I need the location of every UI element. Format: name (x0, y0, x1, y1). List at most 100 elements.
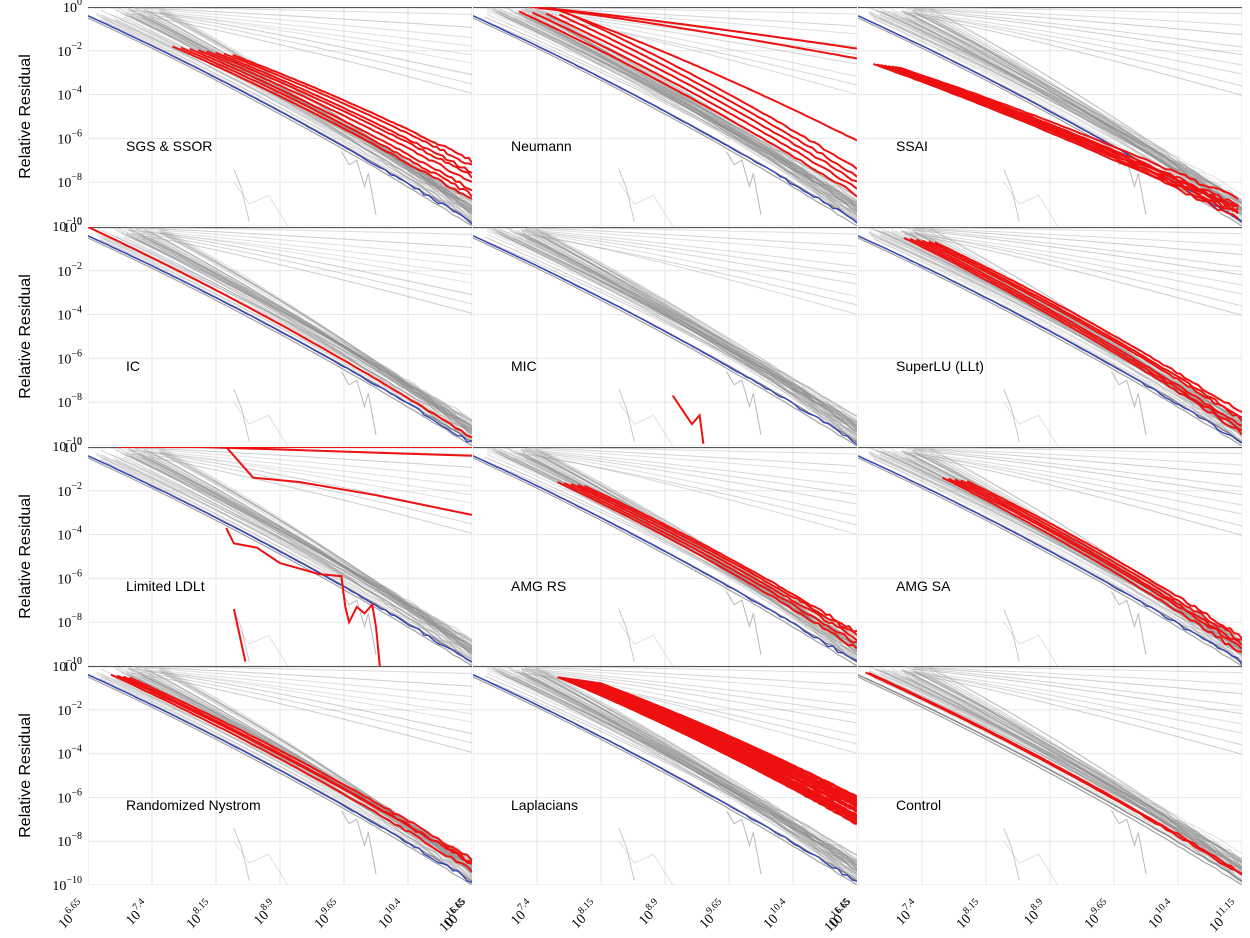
highlight-series (549, 7, 857, 142)
background-series (903, 669, 1242, 869)
background-series (504, 16, 857, 216)
background-series (500, 234, 857, 426)
background-series (911, 9, 1242, 205)
background-series (120, 232, 472, 423)
background-series (541, 15, 857, 223)
background-series (1003, 388, 1020, 442)
highlight-series (557, 676, 857, 825)
background-series (128, 449, 472, 487)
background-series (858, 237, 1242, 446)
background-series (149, 456, 472, 655)
x-tick-label: 109.65 (694, 896, 730, 932)
background-series (1110, 591, 1147, 656)
background-series (928, 669, 1242, 870)
background-series (932, 16, 1242, 210)
background-series (913, 669, 1242, 715)
background-series (104, 18, 472, 207)
background-series (928, 450, 1242, 651)
background-series (913, 9, 1242, 48)
background-series (618, 401, 674, 446)
background-series (540, 15, 857, 212)
background-series (524, 448, 857, 475)
highlight-series (898, 66, 1239, 200)
y-tick-label: 10−2 (57, 261, 82, 280)
reference-series (473, 674, 857, 882)
background-series (871, 454, 1242, 655)
background-series (110, 14, 472, 213)
background-series (510, 238, 857, 441)
background-series (138, 232, 472, 424)
background-series (155, 234, 472, 436)
background-series (522, 13, 857, 216)
background-series (902, 676, 1242, 871)
highlight-series (572, 14, 857, 170)
background-series (901, 668, 1242, 860)
background-series (519, 13, 857, 221)
background-series (130, 235, 472, 440)
y-tick-label: 10−10 (52, 875, 82, 894)
background-series (141, 235, 472, 427)
background-series (868, 10, 1242, 203)
highlight-series (928, 240, 1242, 419)
background-series (504, 675, 857, 875)
background-series (100, 676, 472, 880)
background-series (907, 7, 1242, 210)
panel: Laplacians (473, 666, 857, 885)
highlight-series (232, 608, 247, 662)
background-series (878, 666, 1242, 854)
background-series (158, 449, 472, 650)
x-tick-label: 106.65 (53, 896, 89, 932)
highlight-series (110, 673, 472, 873)
background-series (532, 233, 857, 428)
highlight-series (232, 54, 472, 164)
y-axis-label: Relative Residual (17, 274, 34, 399)
y-tick-label: 10−4 (57, 525, 82, 544)
background-series (88, 676, 472, 885)
background-series (1110, 810, 1147, 875)
background-series (875, 449, 1242, 652)
background-series (882, 670, 1242, 863)
background-series (149, 236, 472, 435)
background-series (159, 227, 472, 434)
background-series (518, 233, 857, 435)
background-series (527, 453, 857, 535)
background-series (930, 17, 1242, 223)
background-series (930, 7, 1242, 208)
background-series (486, 8, 857, 207)
grid (473, 227, 857, 446)
highlight-series (215, 51, 472, 174)
highlight-series (206, 50, 472, 179)
background-series (914, 12, 1242, 207)
background-series (873, 677, 1242, 880)
background-series (1110, 371, 1147, 436)
background-series (147, 12, 472, 215)
background-series (929, 8, 1242, 205)
x-tick-label: 107.4 (891, 896, 923, 928)
highlight-series (557, 481, 857, 650)
background-series (159, 451, 472, 649)
background-series (880, 10, 1242, 209)
panel-title: Limited LDLt (126, 578, 205, 594)
background-series (517, 12, 857, 213)
background-series (127, 447, 472, 649)
background-series (858, 457, 1242, 666)
highlight-series (88, 227, 472, 439)
background-series (917, 668, 1242, 876)
background-series (99, 677, 472, 875)
background-series (151, 17, 472, 225)
background-series (914, 19, 1242, 211)
background-series (504, 7, 857, 197)
background-series (115, 14, 472, 213)
background-series (126, 448, 472, 642)
y-tick-label: 10−8 (57, 172, 82, 191)
background-series (517, 675, 857, 875)
background-series (495, 670, 857, 872)
background-series (528, 676, 857, 876)
background-series (873, 238, 1242, 441)
background-series (534, 235, 857, 438)
background-series (524, 7, 857, 207)
background-series (159, 670, 472, 868)
y-tick-label: 10−6 (57, 787, 82, 806)
background-series (1003, 840, 1059, 885)
background-series (529, 7, 857, 27)
